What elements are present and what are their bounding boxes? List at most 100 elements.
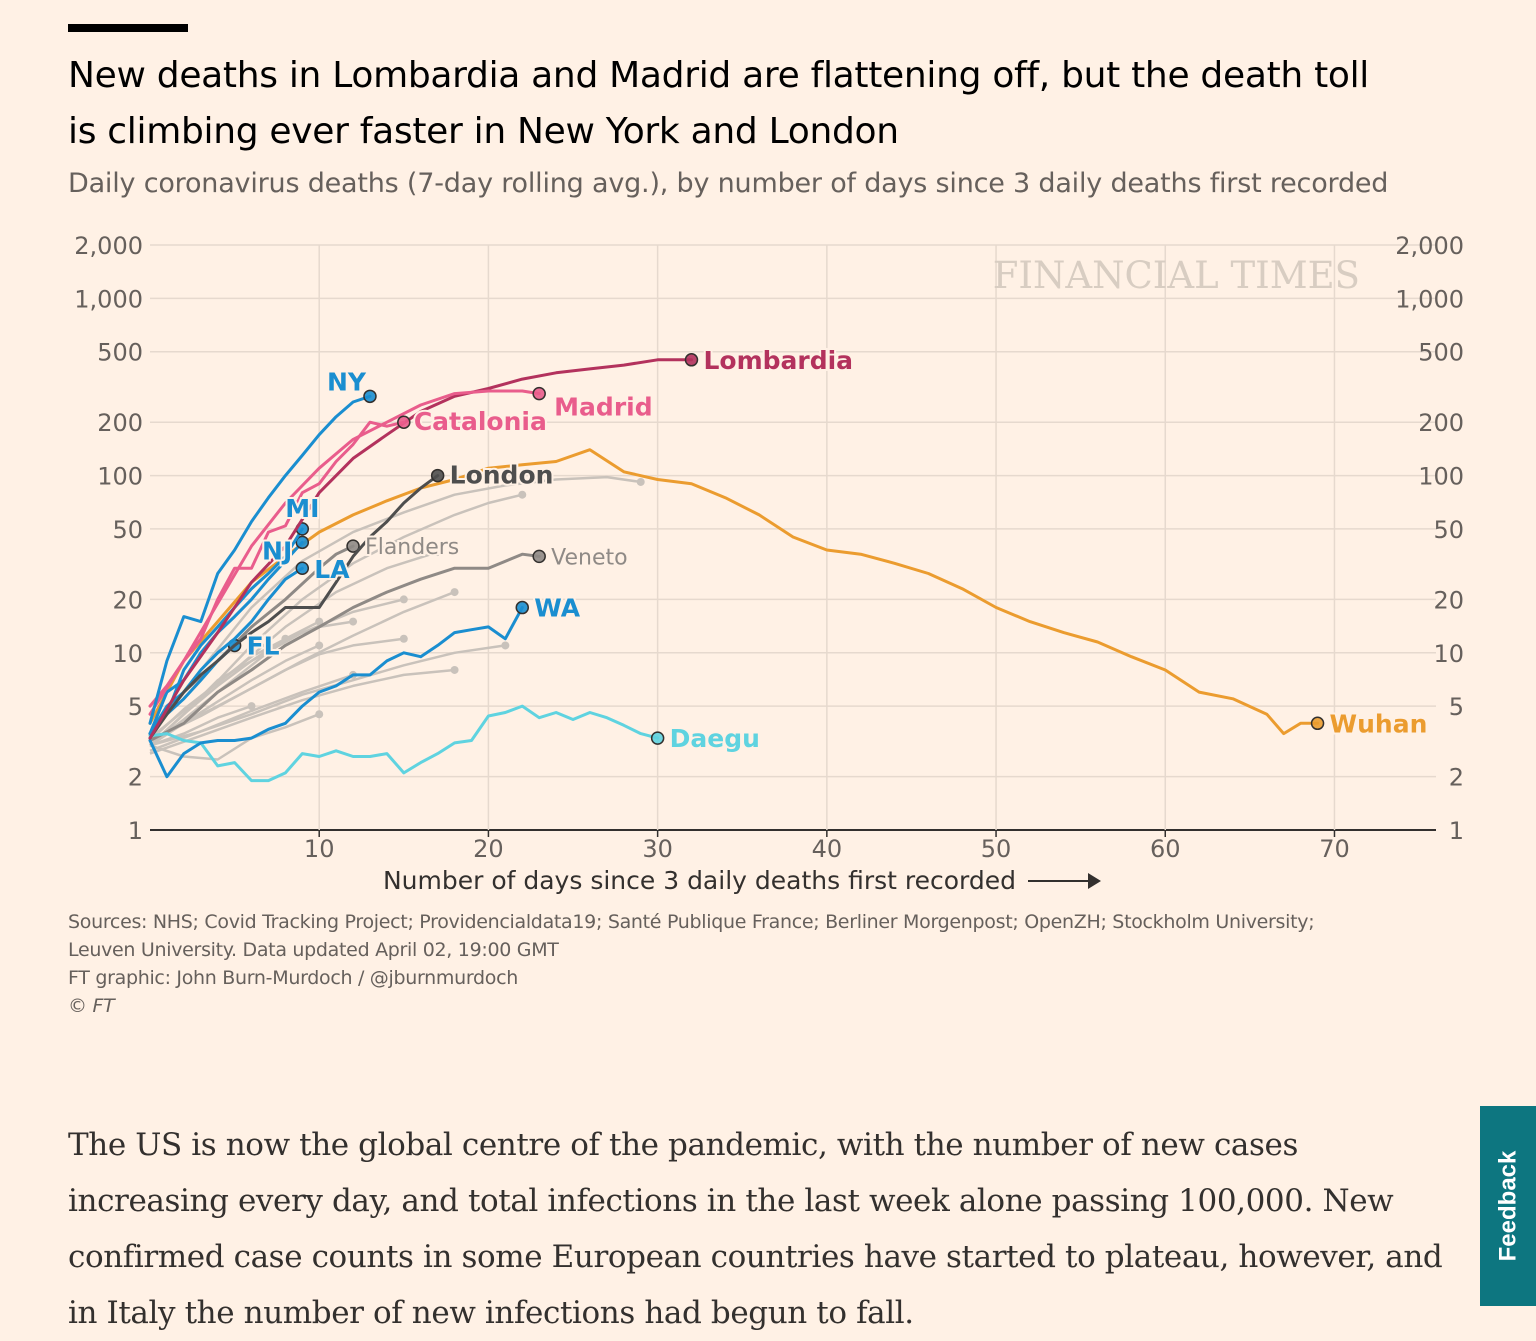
y-tick-label-left: 50 — [112, 516, 143, 544]
y-tick-label-left: 5 — [128, 693, 143, 721]
y-tick-label-left: 2,000 — [74, 232, 143, 260]
chart-title: New deaths in Lombardia and Madrid are f… — [68, 48, 1448, 160]
background-series-line — [149, 704, 252, 747]
series-label-flanders: Flanders — [365, 535, 459, 560]
background-series-end-point — [501, 641, 510, 650]
background-series-end-point — [399, 634, 408, 643]
background-series-end-point — [247, 702, 256, 711]
chart-subtitle: Daily coronavirus deaths (7-day rolling … — [68, 168, 1389, 199]
x-axis-arrow-icon — [1088, 873, 1101, 889]
chart-sources: Sources: NHS; Covid Tracking Project; Pr… — [68, 908, 1468, 1020]
feedback-label: Feedback — [1494, 1150, 1521, 1262]
x-tick-label: 30 — [642, 835, 673, 863]
y-tick-label-right: 2 — [1449, 764, 1464, 792]
series-label-wuhan: Wuhan — [1330, 709, 1428, 738]
y-tick-label-right: 1,000 — [1395, 285, 1464, 313]
background-series-line — [149, 475, 641, 735]
background-series-end-point — [349, 617, 358, 626]
chart-title-line-2: is climbing ever faster in New York and … — [68, 111, 899, 152]
y-tick-label-right: 200 — [1418, 409, 1464, 437]
background-series-line — [149, 713, 320, 761]
series-label-madrid: Madrid — [554, 393, 652, 422]
series-end-point-veneto — [532, 549, 546, 564]
background-series-end-point — [450, 665, 459, 674]
y-tick-label-left: 20 — [112, 586, 143, 614]
series-line-daegu — [148, 704, 660, 783]
series-label-veneto: Veneto — [551, 545, 627, 570]
series-end-point-london — [430, 468, 445, 483]
axes-layer: 1 1 2 2 5 5 10 10 20 20 50 50 100 100 200 200 500 500 1,00… — [74, 232, 1464, 895]
series-end-point-daegu — [650, 731, 665, 745]
series-end-point-la — [295, 561, 310, 575]
series-end-point-nj — [295, 535, 310, 550]
ft-top-rule — [68, 24, 188, 32]
series-line-la — [148, 566, 304, 736]
x-tick-label: 70 — [1319, 835, 1350, 863]
feedback-button[interactable]: Feedback — [1480, 1106, 1536, 1306]
background-series-line — [149, 673, 354, 752]
highlighted-series-layer — [148, 353, 1325, 783]
background-series-line — [149, 590, 456, 742]
y-tick-label-left: 10 — [112, 640, 143, 668]
background-series-end-point — [518, 490, 527, 499]
background-series-line — [149, 668, 455, 755]
background-series-end-point — [281, 634, 290, 643]
x-tick-label: 50 — [981, 835, 1012, 863]
background-series-end-point — [433, 548, 442, 557]
series-label-ny: NY — [327, 367, 367, 396]
background-series-end-point — [450, 588, 459, 597]
series-end-point-lombardia — [684, 353, 699, 367]
article-paragraph: The US is now the global centre of the p… — [68, 1127, 1443, 1331]
y-tick-label-left: 1 — [128, 817, 143, 845]
y-tick-label-right: 5 — [1449, 693, 1464, 721]
background-series-end-point — [399, 595, 408, 604]
series-label-catalonia: Catalonia — [414, 407, 547, 436]
background-series-end-point — [315, 710, 324, 719]
background-series-line — [149, 637, 286, 740]
sources-line-2: Leuven University. Data updated April 02… — [68, 939, 559, 961]
background-series-end-point — [636, 477, 645, 486]
series-label-wa: WA — [534, 594, 580, 623]
series-line-london — [148, 474, 440, 740]
y-tick-label-left: 200 — [97, 409, 143, 437]
background-series-end-point — [315, 617, 324, 626]
series-line-lombardia — [148, 358, 693, 740]
x-tick-label: 60 — [1150, 835, 1181, 863]
x-tick-label: 10 — [304, 835, 335, 863]
series-label-london: London — [450, 461, 554, 490]
series-line-wuhan — [148, 448, 1320, 736]
y-tick-label-left: 500 — [97, 339, 143, 367]
series-end-point-ny — [363, 389, 377, 404]
ft-watermark: FINANCIAL TIMES — [993, 254, 1360, 297]
series-labels-layer: Veneto Flanders Wuhan Daegu WA FL LA NJ MI London… — [245, 344, 1430, 755]
y-tick-label-right: 2,000 — [1395, 232, 1464, 260]
y-tick-label-left: 2 — [128, 764, 143, 792]
y-tick-label-right: 20 — [1433, 586, 1464, 614]
series-label-lombardia: Lombardia — [703, 346, 853, 375]
series-label-la: LA — [314, 555, 350, 584]
sources-line-1: Sources: NHS; Covid Tracking Project; Pr… — [68, 911, 1315, 933]
series-label-mi: MI — [285, 494, 319, 523]
series-end-point-wuhan — [1310, 716, 1325, 731]
y-tick-label-left: 1,000 — [74, 285, 143, 313]
series-line-madrid — [148, 389, 541, 716]
x-axis-label: Number of days since 3 daily deaths firs… — [383, 866, 1016, 895]
series-line-nj — [148, 540, 304, 736]
series-end-point-flanders — [346, 539, 360, 553]
graphic-credit: FT graphic: John Burn-Murdoch / @jburnmu… — [68, 967, 518, 989]
y-tick-label-left: 100 — [97, 463, 143, 491]
series-label-daegu: Daegu — [670, 724, 760, 753]
x-tick-label: 20 — [473, 835, 504, 863]
series-end-point-wa — [515, 600, 530, 615]
y-tick-label-right: 500 — [1418, 339, 1464, 367]
series-line-ny — [148, 394, 372, 725]
series-label-fl: FL — [247, 631, 280, 660]
series-line-wa — [148, 606, 524, 779]
series-line-catalonia — [148, 420, 406, 708]
y-tick-label-right: 10 — [1433, 640, 1464, 668]
deaths-line-chart: FINANCIAL TIMES Veneto Flanders Wuhan Daegu… — [74, 232, 1464, 895]
y-tick-label-right: 100 — [1418, 463, 1464, 491]
background-series-end-point — [315, 641, 324, 650]
series-line-veneto — [148, 552, 541, 742]
background-series-layer — [149, 475, 645, 761]
